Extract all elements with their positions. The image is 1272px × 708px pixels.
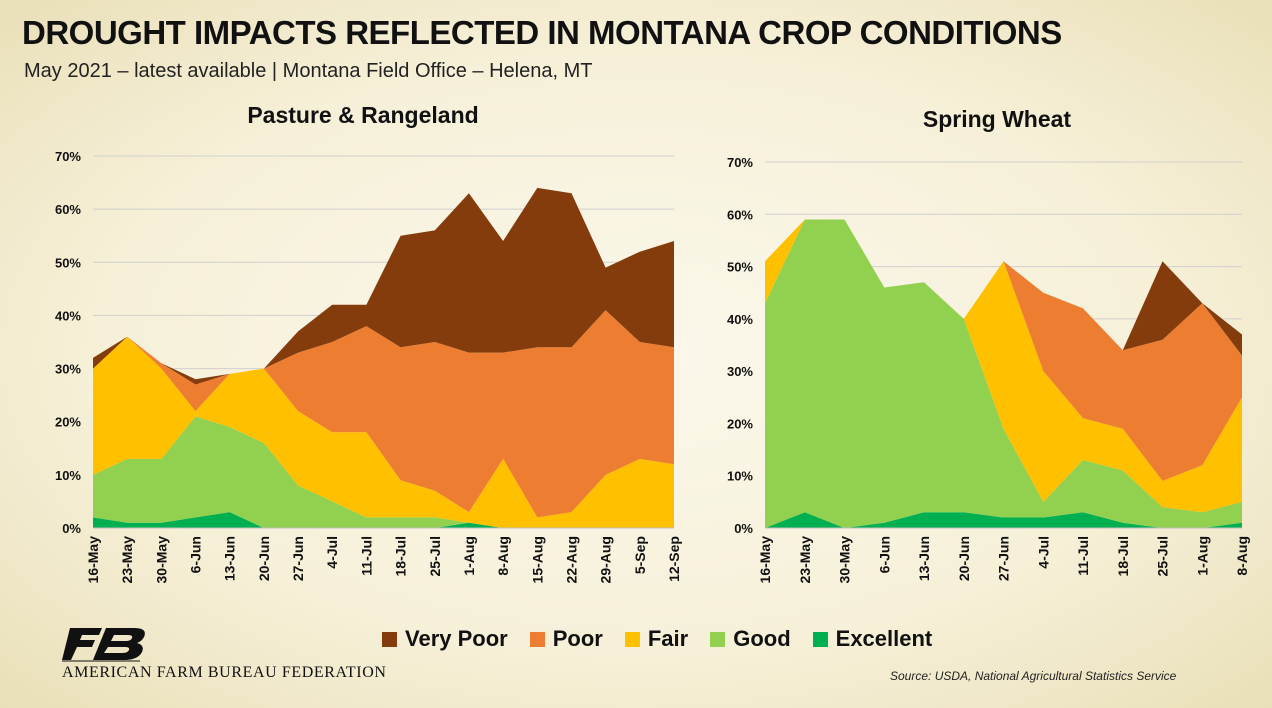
y-tick-label: 50%	[55, 255, 81, 270]
x-tick-label: 11-Jul	[358, 536, 374, 576]
x-tick-label: 8-Aug	[495, 536, 511, 576]
legend-swatch-good	[710, 631, 726, 647]
y-tick-label: 40%	[727, 312, 753, 327]
area-series-good	[765, 219, 1242, 528]
chart-pasture-rangeland: 0% 10% 20% 30% 40% 50% 60% 70% 16-May 23-May 30-Ma…	[55, 149, 682, 583]
legend-swatch-excellent	[812, 631, 828, 647]
x-tick-label: 22-Aug	[563, 536, 579, 583]
y-tick-label: 70%	[727, 155, 753, 170]
y-tick-label: 70%	[55, 149, 81, 164]
logo-text: AMERICAN FARM BUREAU FEDERATION	[62, 664, 387, 681]
y-tick-label: 40%	[55, 308, 81, 323]
x-tick-label: 6-Jun	[188, 536, 204, 573]
legend-item-good: Good	[710, 626, 791, 652]
y-tick-label: 10%	[727, 469, 753, 484]
x-tick-label: 8-Aug	[1234, 536, 1250, 576]
legend-label-good: Good	[733, 626, 791, 651]
x-tick-label: 1-Aug	[1194, 536, 1210, 576]
x-tick-label: 20-Jun	[256, 536, 272, 581]
area-series-good	[93, 416, 674, 528]
x-tick-label: 20-Jun	[956, 536, 972, 581]
area-series-fair	[765, 219, 1242, 513]
legend-item-excellent: Excellent	[812, 626, 933, 652]
x-tick-label: 1-Aug	[461, 536, 477, 576]
x-tick-label: 12-Sep	[666, 536, 682, 582]
x-tick-label: 30-May	[837, 536, 853, 584]
chart-title: DROUGHT IMPACTS REFLECTED IN MONTANA CRO…	[22, 14, 1062, 51]
panel-title-pasture: Pasture & Rangeland	[247, 102, 479, 128]
x-tick-label: 29-Aug	[598, 536, 614, 583]
legend-label-excellent: Excellent	[835, 626, 933, 651]
x-tick-label: 18-Jul	[1115, 536, 1131, 576]
x-tick-label: 23-May	[119, 536, 135, 584]
legend-swatch-fair	[624, 631, 640, 647]
chart-spring-wheat: 0% 10% 20% 30% 40% 50% 60% 70% 16-May 23-May 30-Ma…	[727, 155, 1250, 583]
x-tick-label: 23-May	[797, 536, 813, 584]
x-tick-label: 6-Jun	[876, 536, 892, 573]
y-tick-label: 0%	[734, 521, 753, 536]
y-tick-label: 50%	[727, 260, 753, 275]
area-series-fair	[93, 336, 674, 528]
x-tick-label: 27-Jun	[996, 536, 1012, 581]
y-tick-label: 60%	[55, 202, 81, 217]
y-tick-label: 10%	[55, 468, 81, 483]
legend-swatch-very-poor	[382, 631, 397, 647]
x-tick-label: 4-Jul	[324, 536, 340, 569]
y-tick-label: 20%	[55, 415, 81, 430]
x-tick-label: 25-Jul	[1155, 536, 1171, 576]
x-tick-label: 11-Jul	[1075, 536, 1091, 576]
area-series-poor	[765, 219, 1242, 481]
chart-subtitle: May 2021 – latest available | Montana Fi…	[24, 60, 593, 82]
x-tick-label: 5-Sep	[632, 536, 648, 574]
x-tick-label: 16-May	[85, 536, 101, 584]
y-tick-label: 0%	[62, 521, 81, 536]
x-tick-label: 25-Jul	[427, 536, 443, 576]
y-tick-label: 30%	[55, 362, 81, 377]
x-tick-label: 13-Jun	[222, 536, 238, 581]
legend-swatch-poor	[529, 631, 545, 647]
y-tick-label: 30%	[727, 364, 753, 379]
x-tick-label: 16-May	[757, 536, 773, 584]
legend-label-very-poor: Very Poor	[405, 626, 508, 651]
panel-title-spring-wheat: Spring Wheat	[922, 106, 1072, 132]
legend-label-fair: Fair	[647, 626, 689, 651]
area-series-excellent	[765, 512, 1242, 528]
y-tick-label: 60%	[727, 207, 753, 222]
x-tick-label: 18-Jul	[393, 536, 409, 576]
farm-bureau-logo-icon	[62, 628, 145, 662]
legend-item-fair: Fair	[624, 626, 689, 652]
x-tick-label: 4-Jul	[1035, 536, 1051, 569]
legend: Very Poor Poor Fair Good Excellent	[382, 626, 932, 652]
x-tick-label: 27-Jun	[290, 536, 306, 581]
area-series-excellent	[93, 512, 674, 528]
legend-item-very-poor: Very Poor	[382, 626, 508, 652]
y-tick-label: 20%	[727, 416, 753, 431]
x-tick-label: 13-Jun	[916, 536, 932, 581]
legend-label-poor: Poor	[552, 626, 603, 651]
x-tick-label: 15-Aug	[529, 536, 545, 583]
legend-item-poor: Poor	[529, 626, 603, 652]
source-note: Source: USDA, National Agricultural Stat…	[890, 669, 1177, 683]
area-series-very-poor	[93, 187, 674, 385]
area-series-poor	[93, 310, 674, 518]
x-tick-label: 30-May	[153, 536, 169, 584]
